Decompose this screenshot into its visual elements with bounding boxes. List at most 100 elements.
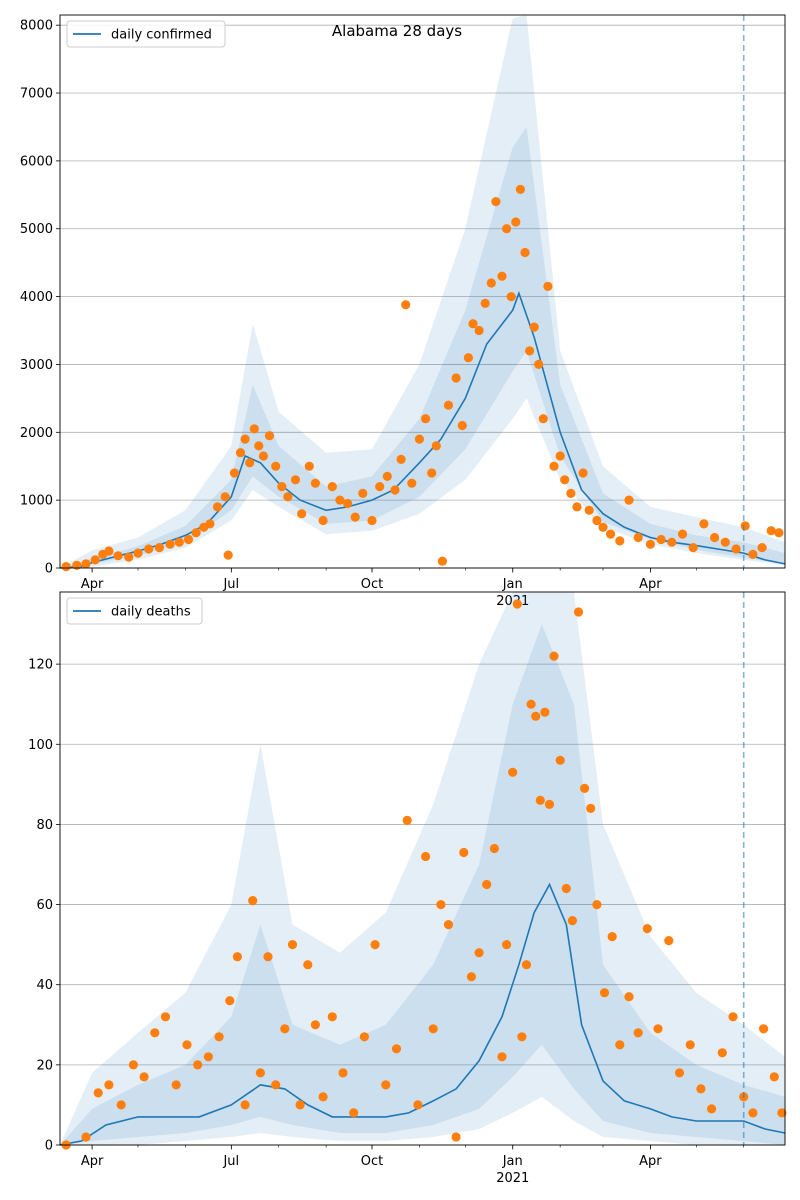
confirmed-xtick-label: Oct bbox=[361, 577, 383, 592]
deaths-ytick-label: 0 bbox=[45, 1139, 53, 1154]
confirmed-ytick-label: 7000 bbox=[20, 87, 53, 102]
confirmed-point bbox=[249, 424, 259, 434]
confirmed-point bbox=[318, 515, 328, 526]
confirmed-point bbox=[566, 488, 576, 498]
confirmed-legend: daily confirmed bbox=[66, 20, 226, 48]
confirmed-point bbox=[220, 492, 230, 502]
confirmed-point bbox=[534, 359, 544, 369]
confirmed-ytick-label: 6000 bbox=[20, 154, 53, 169]
confirmed-panel: 0 1000 2000 3000 4000 5000 6000 7000 8000 Apr Jul O… bbox=[20, 14, 786, 609]
confirmed-point bbox=[223, 550, 233, 560]
deaths-point bbox=[526, 699, 536, 709]
confirmed-point bbox=[165, 539, 175, 549]
deaths-legend: daily deaths bbox=[66, 597, 203, 625]
deaths-point bbox=[327, 1012, 337, 1022]
confirmed-point bbox=[191, 528, 201, 538]
confirmed-band bbox=[60, 127, 785, 568]
confirmed-point bbox=[350, 512, 360, 522]
deaths-point bbox=[567, 916, 578, 926]
confirmed-point bbox=[61, 562, 71, 572]
confirmed-point bbox=[633, 532, 643, 543]
confirmed-point bbox=[396, 454, 406, 464]
confirmed-point bbox=[688, 543, 698, 553]
deaths-xtick-label: Jan bbox=[502, 1154, 523, 1169]
confirmed-point bbox=[720, 537, 730, 547]
deaths-point bbox=[248, 896, 258, 906]
deaths-point bbox=[81, 1132, 91, 1142]
confirmed-point bbox=[277, 482, 287, 492]
confirmed-point bbox=[245, 458, 255, 468]
deaths-point bbox=[413, 1100, 423, 1110]
deaths-point bbox=[748, 1108, 758, 1118]
deaths-point bbox=[517, 1032, 527, 1042]
confirmed-point bbox=[457, 420, 467, 431]
deaths-ytick-label: 120 bbox=[28, 658, 53, 673]
deaths-point bbox=[549, 651, 559, 661]
deaths-point bbox=[624, 992, 634, 1002]
confirmed-point bbox=[598, 522, 608, 532]
deaths-point bbox=[338, 1068, 348, 1078]
confirmed-ytick-label: 5000 bbox=[20, 222, 53, 237]
deaths-point bbox=[303, 960, 313, 970]
confirmed-point bbox=[154, 543, 164, 553]
confirmed-point bbox=[506, 292, 516, 302]
deaths-band bbox=[60, 592, 785, 1145]
deaths-point bbox=[497, 1052, 507, 1062]
confirmed-point bbox=[414, 434, 424, 444]
deaths-point bbox=[586, 803, 596, 814]
deaths-point bbox=[769, 1072, 779, 1082]
deaths-point bbox=[561, 883, 571, 894]
deaths-point bbox=[535, 795, 545, 806]
confirmed-point bbox=[271, 461, 281, 471]
deaths-point bbox=[214, 1032, 224, 1042]
deaths-line bbox=[59, 882, 786, 1146]
confirmed-point bbox=[451, 373, 461, 383]
deaths-point bbox=[428, 1024, 438, 1034]
confirmed-point bbox=[421, 414, 431, 424]
deaths-point bbox=[182, 1040, 192, 1050]
confirmed-point bbox=[699, 519, 709, 529]
confirmed-point bbox=[766, 526, 776, 536]
confirmed-point bbox=[667, 537, 677, 547]
deaths-ytick-label: 100 bbox=[28, 738, 53, 753]
confirmed-ytick-label: 4000 bbox=[20, 290, 53, 305]
confirmed-point bbox=[529, 322, 539, 332]
deaths-point bbox=[544, 799, 555, 810]
confirmed-point bbox=[538, 414, 548, 424]
deaths-uncertainty-bands bbox=[60, 592, 785, 1145]
deaths-point bbox=[482, 879, 492, 890]
confirmed-point bbox=[81, 559, 91, 569]
deaths-xtick-label: Apr bbox=[81, 1154, 104, 1169]
deaths-point bbox=[287, 940, 298, 950]
confirmed-point bbox=[480, 298, 490, 308]
deaths-point bbox=[160, 1012, 171, 1022]
deaths-plot-frame bbox=[59, 591, 786, 1146]
confirmed-xtick-label: Apr bbox=[639, 577, 662, 592]
confirmed-point bbox=[297, 509, 307, 519]
deaths-point bbox=[203, 1052, 213, 1062]
confirmed-point bbox=[407, 478, 417, 488]
confirmed-point bbox=[491, 197, 501, 207]
confirmed-point bbox=[401, 300, 411, 310]
deaths-point bbox=[421, 851, 431, 862]
confirmed-axes: 0 1000 2000 3000 4000 5000 6000 7000 8000 Apr Jul O… bbox=[20, 14, 786, 609]
confirmed-point bbox=[474, 325, 484, 336]
confirmed-uncertainty-bands bbox=[60, 15, 785, 568]
confirmed-point bbox=[264, 431, 275, 441]
deaths-point bbox=[443, 920, 454, 930]
deaths-point bbox=[521, 960, 532, 970]
confirmed-point bbox=[212, 502, 223, 512]
confirmed-point bbox=[710, 532, 720, 543]
confirmed-point bbox=[549, 461, 559, 471]
deaths-point bbox=[271, 1080, 281, 1090]
deaths-point bbox=[508, 767, 518, 777]
confirmed-point bbox=[229, 468, 239, 478]
confirmed-point bbox=[502, 224, 512, 234]
deaths-point bbox=[759, 1024, 769, 1034]
deaths-point bbox=[295, 1100, 305, 1110]
deaths-line-layer bbox=[59, 882, 786, 1146]
deaths-point bbox=[728, 1012, 738, 1022]
confirmed-point bbox=[774, 528, 784, 538]
deaths-legend-box bbox=[66, 597, 203, 625]
confirmed-point bbox=[645, 539, 656, 549]
